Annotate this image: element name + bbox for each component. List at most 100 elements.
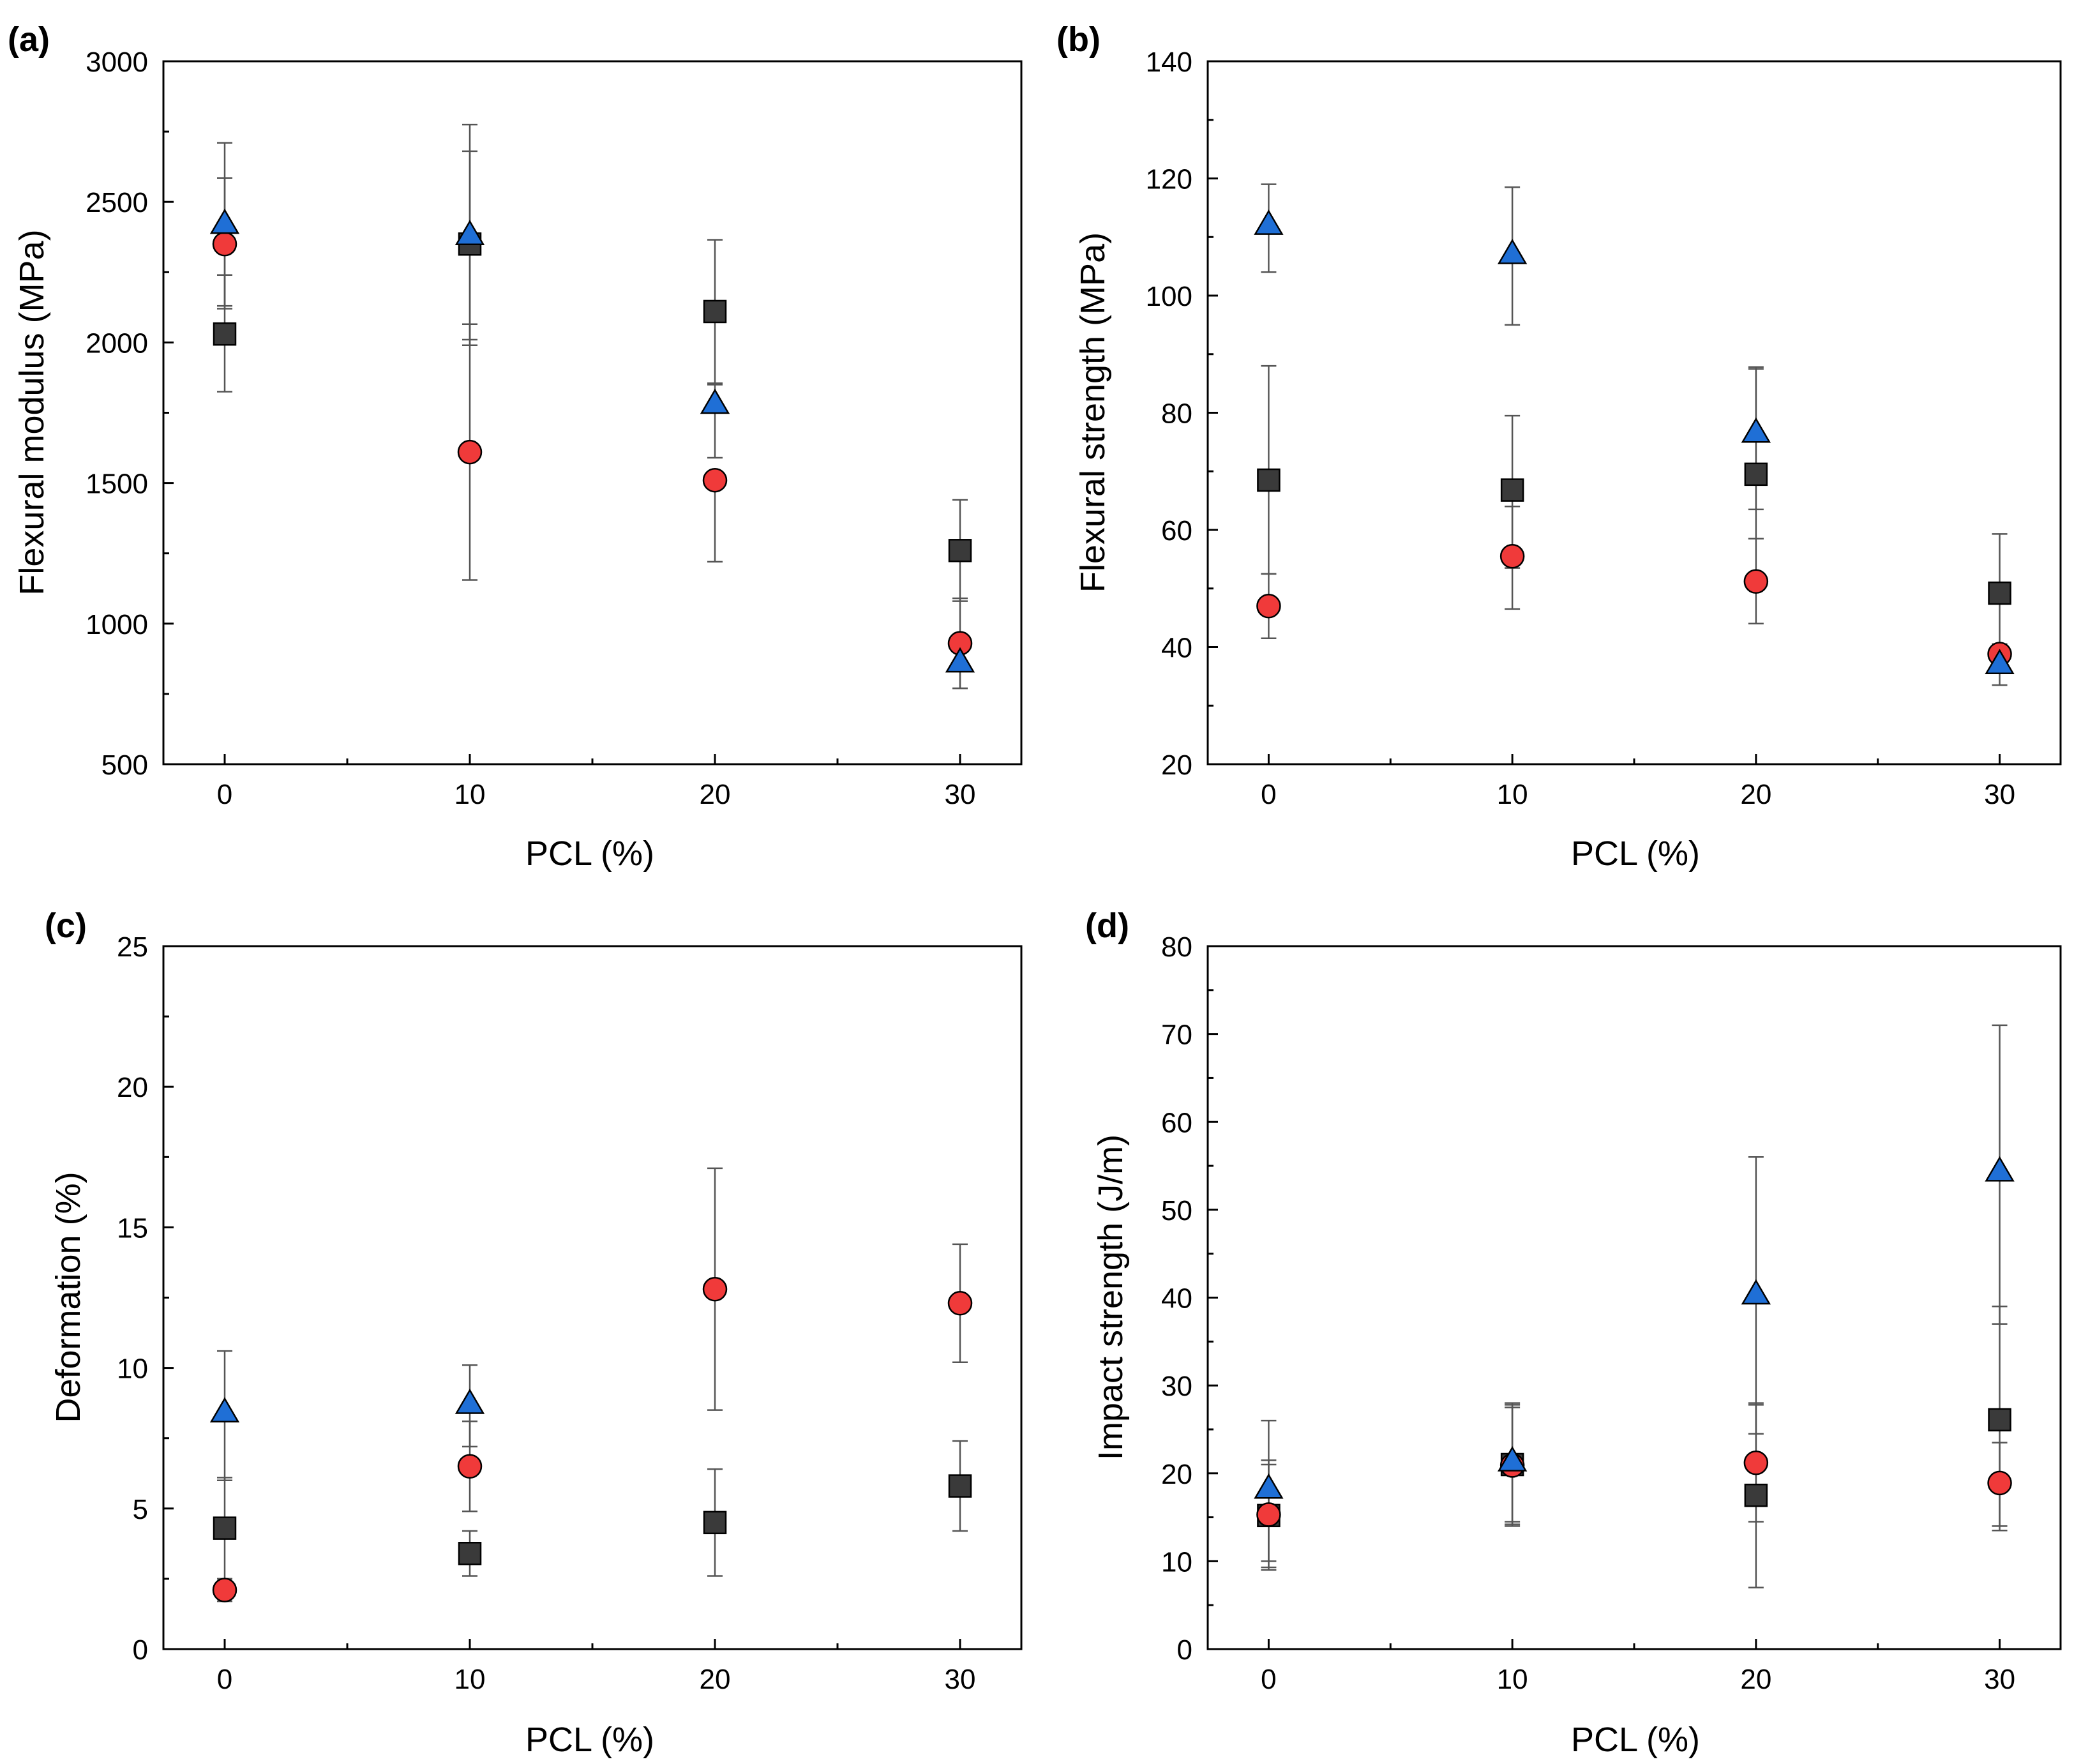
panel-d-x-axis-label: PCL (%) [1571, 1721, 1700, 1759]
y-tick-label: 1000 [86, 609, 148, 640]
triangle-marker [1985, 1156, 2015, 1182]
x-tick-label: 10 [455, 779, 486, 810]
square-marker [458, 1542, 482, 1565]
panel-a-x-axis-label: PCL (%) [525, 834, 654, 873]
y-tick-label: 10 [1161, 1546, 1192, 1578]
panel-b-plot: 20 40 60 80 100 120 140 0 10 20 30 [1146, 47, 2062, 810]
panel-a-frame [162, 60, 1023, 765]
x-tick-label: 0 [1261, 779, 1276, 810]
circle-marker [1987, 1470, 2012, 1496]
y-tick-label: 2000 [86, 328, 148, 359]
triangle-marker [455, 1389, 485, 1414]
square-marker [1744, 1483, 1768, 1507]
y-tick-label: 80 [1161, 398, 1192, 430]
y-tick-label: 100 [1146, 281, 1192, 312]
circle-marker [1499, 544, 1525, 569]
square-marker [213, 322, 237, 346]
triangle-marker [209, 208, 240, 234]
y-tick-label: 0 [1177, 1634, 1192, 1666]
panel-a: (a) Flexural modulus (MPa) PCL (%) [8, 20, 654, 873]
y-tick-label: 60 [1161, 1107, 1192, 1138]
square-marker [1988, 581, 2011, 605]
triangle-marker [455, 220, 485, 245]
x-tick-label: 30 [1984, 1664, 2015, 1695]
circle-marker [1743, 569, 1769, 594]
y-tick-label: 50 [1161, 1195, 1192, 1226]
triangle-marker [1741, 417, 1771, 443]
circle-errorbar [707, 482, 723, 563]
triangle-marker [1497, 1446, 1528, 1472]
x-tick-label: 20 [700, 1664, 731, 1695]
square-marker [213, 1516, 237, 1540]
square-marker [1744, 462, 1768, 486]
x-tick-label: 20 [700, 779, 731, 810]
panel-c-frame [162, 945, 1023, 1650]
circle-marker [1256, 1502, 1281, 1527]
y-tick-label: 5 [133, 1494, 148, 1525]
y-tick-label: 20 [1161, 750, 1192, 781]
circle-marker [702, 1277, 728, 1302]
x-tick-label: 20 [1740, 1664, 1771, 1695]
panel-b: (b) Flexural strength (MPa) PCL (%) [1056, 20, 1700, 873]
square-marker [948, 539, 972, 562]
panel-c: (c) Deformation (%) PCL (%) [45, 907, 654, 1759]
y-tick-label: 40 [1161, 633, 1192, 664]
x-tick-label: 10 [1497, 1664, 1528, 1695]
circle-marker [457, 1454, 483, 1479]
square-marker [948, 1474, 972, 1498]
x-tick-label: 30 [1984, 779, 2015, 810]
panel-c-y-axis-label: Deformation (%) [49, 1172, 87, 1422]
y-tick-label: 20 [1161, 1459, 1192, 1490]
panel-b-label: (b) [1056, 20, 1101, 59]
x-tick-label: 20 [1740, 779, 1771, 810]
panel-d: (d) Impact strength (J/m) PCL (%) [1085, 907, 1700, 1759]
square-marker [703, 299, 727, 324]
x-tick-label: 30 [945, 1664, 976, 1695]
square-marker [1257, 468, 1281, 492]
panel-b-frame [1206, 60, 2062, 765]
y-tick-label: 10 [117, 1353, 148, 1385]
x-tick-label: 10 [455, 1664, 486, 1695]
triangle-marker [1741, 1279, 1771, 1305]
y-tick-label: 1500 [86, 469, 148, 500]
panel-b-x-axis-label: PCL (%) [1571, 834, 1700, 873]
circle-marker [457, 439, 483, 465]
triangle-marker [1497, 238, 1528, 264]
x-tick-label: 0 [217, 1664, 232, 1695]
panel-a-plot: 500 1000 1500 2000 2500 3000 0 10 20 30 [86, 47, 1023, 810]
circle-marker [1743, 1450, 1769, 1475]
y-tick-label: 25 [117, 931, 148, 963]
y-tick-label: 2500 [86, 187, 148, 218]
square-marker [703, 1511, 727, 1535]
x-tick-label: 0 [217, 779, 232, 810]
y-tick-label: 0 [133, 1634, 148, 1666]
y-tick-label: 20 [117, 1072, 148, 1103]
panel-d-frame [1206, 945, 2062, 1650]
y-tick-label: 140 [1146, 47, 1192, 78]
y-tick-label: 60 [1161, 515, 1192, 547]
y-tick-label: 500 [101, 750, 148, 781]
triangle-marker [945, 647, 975, 673]
circle-marker [1256, 594, 1281, 619]
panel-c-label: (c) [45, 907, 87, 945]
triangle-marker [1254, 1473, 1284, 1499]
panel-b-y-axis-label: Flexural strength (MPa) [1074, 232, 1112, 592]
panel-d-label: (d) [1085, 907, 1129, 945]
panel-d-plot: 0 10 20 30 40 50 60 70 80 0 10 20 30 [1161, 931, 2062, 1695]
y-tick-label: 70 [1161, 1020, 1192, 1051]
y-tick-label: 120 [1146, 164, 1192, 195]
triangle-marker [209, 1397, 240, 1422]
y-tick-label: 15 [117, 1212, 148, 1244]
triangle-marker [1254, 209, 1284, 235]
circle-marker [212, 232, 237, 257]
panel-a-y-axis-label: Flexural modulus (MPa) [13, 229, 51, 595]
circle-marker [947, 1291, 973, 1316]
circle-marker [702, 467, 728, 493]
panel-a-label: (a) [8, 20, 50, 59]
panel-c-plot: 0 5 10 15 20 25 0 10 20 30 [117, 931, 1023, 1695]
circle-marker [212, 1578, 237, 1602]
triangle-marker [700, 388, 730, 414]
square-marker [1500, 478, 1524, 502]
x-tick-label: 0 [1261, 1664, 1276, 1695]
